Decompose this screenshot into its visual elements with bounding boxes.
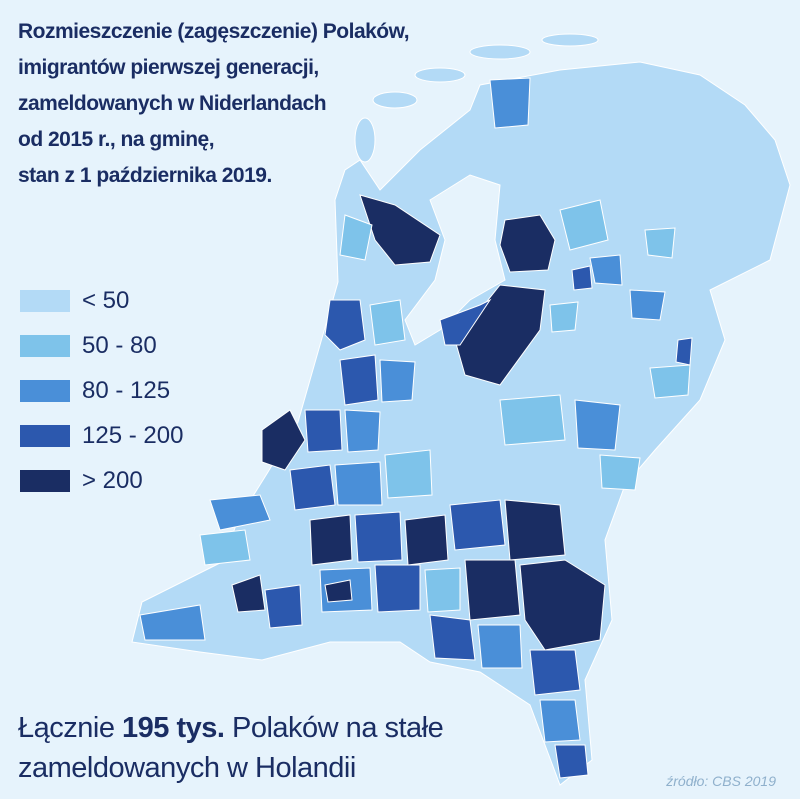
region: [599, 454, 641, 491]
region: [499, 394, 566, 446]
legend-label: > 200: [82, 466, 143, 494]
region: [231, 574, 266, 613]
region: [464, 559, 521, 621]
region: [424, 567, 461, 613]
region: [529, 649, 581, 696]
region: [429, 614, 476, 661]
region: [344, 409, 381, 453]
title-line: od 2015 r., na gminę,: [18, 128, 215, 151]
legend-row: 50 - 80: [20, 323, 183, 368]
legend: < 50 50 - 80 80 - 125 125 - 200 > 200: [20, 278, 183, 503]
region: [139, 604, 206, 641]
region: [449, 499, 506, 551]
region: [499, 214, 556, 273]
region: [554, 744, 589, 779]
island: [414, 67, 466, 83]
region: [339, 214, 373, 261]
legend-swatch: [20, 289, 70, 312]
island: [354, 117, 376, 163]
title-line: imigrantów pierwszej generacji,: [18, 56, 319, 79]
region: [324, 299, 366, 351]
region: [359, 194, 441, 266]
footer-text: Polaków na stałe: [232, 712, 444, 744]
region: [384, 449, 433, 499]
title-line: Rozmieszczenie (zagęszczenie) Polaków,: [18, 20, 410, 43]
region: [549, 301, 579, 333]
region: [261, 409, 306, 471]
region: [209, 494, 271, 531]
region: [379, 359, 416, 403]
legend-swatch: [20, 334, 70, 357]
region: [404, 514, 449, 566]
region: [477, 624, 523, 669]
region: [324, 579, 353, 603]
footer: Łącznie 195 tys. Polaków na stałe zameld…: [18, 708, 444, 788]
legend-swatch: [20, 424, 70, 447]
footer-line: zameldowanych w Holandii: [18, 752, 356, 784]
footer-text: Łącznie: [18, 712, 115, 744]
legend-label: < 50: [82, 286, 130, 314]
region: [339, 354, 379, 406]
legend-row: > 200: [20, 458, 183, 503]
region: [504, 499, 566, 561]
title-line: stan z 1 października 2019.: [18, 164, 272, 187]
region: [374, 564, 421, 613]
title-line: zameldowanych w Niderlandach: [18, 92, 327, 115]
region: [309, 514, 353, 566]
region: [289, 464, 336, 511]
region: [264, 584, 303, 629]
footer-line: Łącznie 195 tys. Polaków na stałe: [18, 708, 444, 748]
region: [199, 529, 251, 566]
region: [589, 254, 623, 286]
legend-swatch: [20, 379, 70, 402]
region: [571, 265, 593, 291]
legend-label: 125 - 200: [82, 421, 184, 449]
legend-row: < 50: [20, 278, 183, 323]
region: [354, 511, 403, 563]
legend-label: 50 - 80: [82, 331, 157, 359]
legend-swatch: [20, 469, 70, 492]
island: [541, 33, 599, 47]
region: [519, 559, 606, 651]
region: [439, 298, 492, 346]
title: Rozmieszczenie (zagęszczenie) Polaków, im…: [18, 14, 410, 194]
legend-label: 80 - 125: [82, 376, 171, 404]
island: [372, 91, 418, 109]
region: [539, 699, 581, 743]
footer-bold: 195 tys.: [122, 712, 225, 744]
region: [644, 227, 676, 259]
map-regions: [131, 33, 791, 786]
region: [675, 337, 693, 366]
region: [489, 77, 531, 129]
region: [559, 199, 609, 251]
region: [334, 461, 383, 506]
region: [649, 364, 691, 399]
island: [469, 44, 531, 60]
region: [304, 409, 343, 453]
region: [629, 289, 666, 321]
source: źródło: CBS 2019: [666, 773, 776, 789]
region: [369, 299, 406, 346]
legend-row: 125 - 200: [20, 413, 183, 458]
region: [574, 399, 621, 451]
legend-row: 80 - 125: [20, 368, 183, 413]
